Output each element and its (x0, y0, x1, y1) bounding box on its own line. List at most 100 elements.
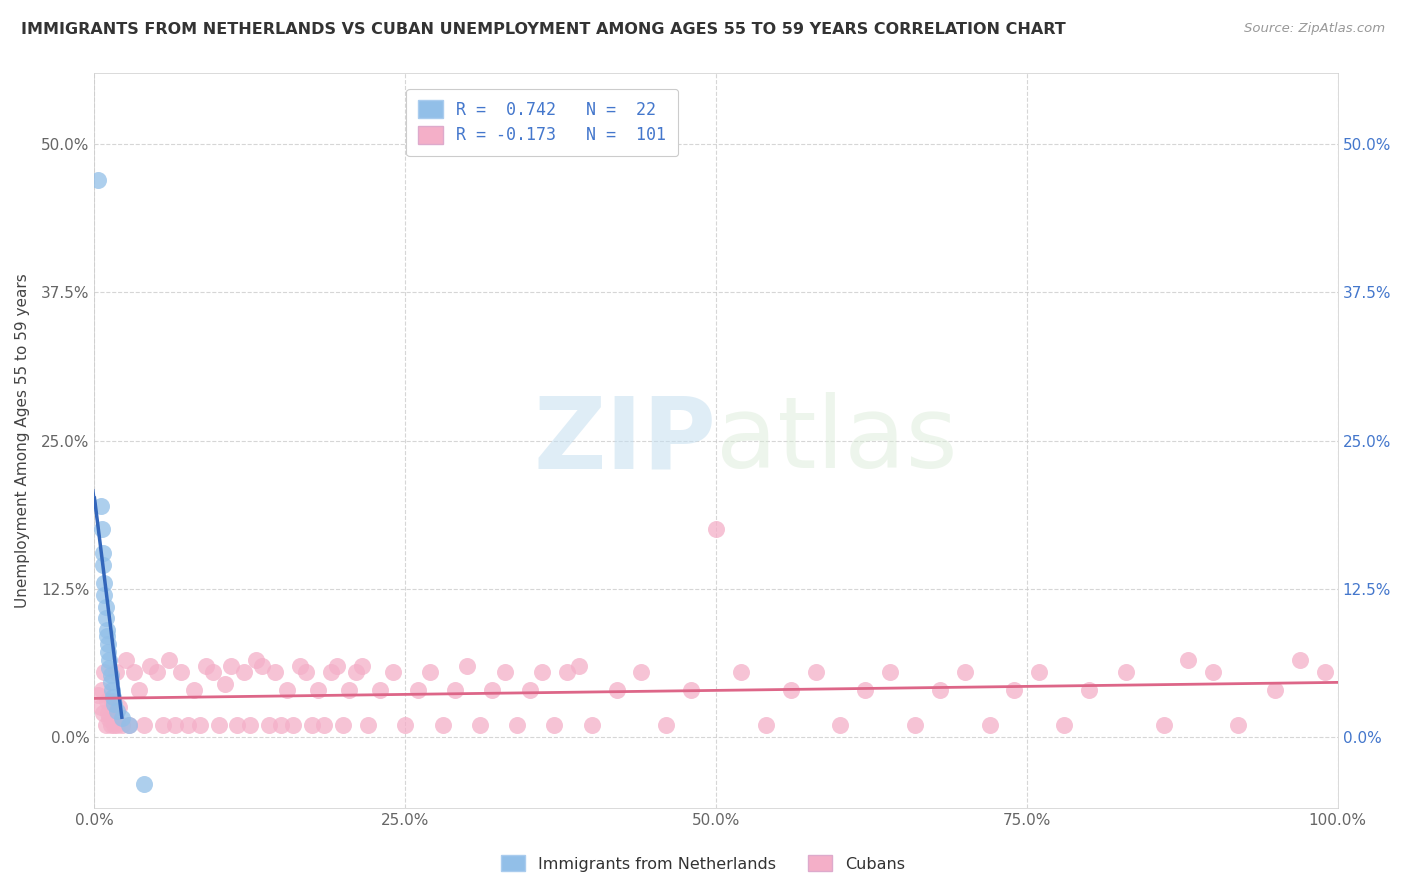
Point (432, 718, 454, 732)
Point (214, 676, 236, 690)
Point (406, 682, 429, 697)
Point (128, 682, 150, 697)
Point (188, 718, 211, 732)
Point (91, 558, 114, 572)
Point (87, 689, 110, 703)
Point (1153, 718, 1175, 732)
Point (226, 718, 249, 732)
Point (953, 665, 976, 679)
Point (219, 658, 242, 673)
Point (288, 658, 311, 673)
Point (96, 694, 118, 708)
Point (145, 665, 167, 679)
Y-axis label: Unemployment Among Ages 55 to 59 years: Unemployment Among Ages 55 to 59 years (15, 273, 30, 608)
Point (394, 718, 416, 732)
Point (1115, 665, 1137, 679)
Point (344, 665, 367, 679)
Point (270, 718, 292, 732)
Point (568, 658, 591, 673)
Point (276, 682, 298, 697)
Point (530, 665, 553, 679)
Point (157, 653, 180, 667)
Point (94, 718, 117, 732)
Point (481, 682, 503, 697)
Point (494, 665, 516, 679)
Point (444, 682, 467, 697)
Point (257, 718, 280, 732)
Point (90, 523, 112, 537)
Point (307, 682, 329, 697)
Point (252, 658, 274, 673)
Point (301, 718, 323, 732)
Point (100, 675, 122, 690)
Point (118, 718, 141, 732)
Point (100, 668, 122, 682)
Point (90, 700, 112, 714)
Point (232, 665, 254, 679)
Point (183, 682, 205, 697)
Legend: R =  0.742   N =  22, R = -0.173   N =  101: R = 0.742 N = 22, R = -0.173 N = 101 (406, 88, 678, 156)
Point (1264, 682, 1286, 697)
Point (93, 575, 115, 590)
Point (606, 682, 628, 697)
Point (108, 700, 131, 714)
Point (98, 653, 121, 667)
Point (419, 665, 441, 679)
Point (105, 704, 128, 718)
Point (630, 665, 652, 679)
Point (979, 718, 1001, 732)
Point (904, 718, 927, 732)
Point (139, 658, 162, 673)
Point (208, 718, 231, 732)
Point (326, 658, 349, 673)
Point (755, 718, 778, 732)
Point (681, 682, 703, 697)
Point (94, 599, 117, 614)
Point (97, 706, 120, 721)
Point (101, 690, 124, 704)
Point (543, 718, 565, 732)
Point (103, 697, 125, 711)
Point (1227, 718, 1250, 732)
Point (165, 718, 187, 732)
Point (581, 718, 603, 732)
Point (94, 611, 117, 625)
Point (239, 718, 262, 732)
Point (456, 658, 478, 673)
Point (103, 718, 125, 732)
Point (555, 665, 578, 679)
Point (195, 658, 218, 673)
Point (98, 712, 121, 726)
Point (111, 718, 134, 732)
Point (91, 706, 114, 721)
Point (90, 682, 112, 697)
Point (319, 665, 342, 679)
Point (370, 682, 392, 697)
Point (96, 624, 118, 638)
Point (381, 665, 404, 679)
Point (93, 588, 115, 602)
Point (337, 682, 360, 697)
Point (96, 629, 118, 643)
Point (152, 718, 174, 732)
Point (170, 665, 193, 679)
Point (111, 711, 134, 725)
Point (97, 637, 120, 651)
Point (105, 718, 128, 732)
Point (830, 718, 852, 732)
Point (201, 665, 224, 679)
Point (134, 718, 156, 732)
Point (655, 718, 678, 732)
Point (1002, 682, 1025, 697)
Legend: Immigrants from Netherlands, Cubans: Immigrants from Netherlands, Cubans (494, 847, 912, 880)
Point (122, 665, 145, 679)
Text: ZIP: ZIP (533, 392, 716, 489)
Point (1289, 653, 1312, 667)
Point (118, 718, 141, 732)
Point (779, 682, 801, 697)
Point (468, 718, 491, 732)
Point (134, 777, 156, 791)
Point (101, 694, 124, 708)
Point (101, 706, 124, 721)
Point (1078, 682, 1101, 697)
